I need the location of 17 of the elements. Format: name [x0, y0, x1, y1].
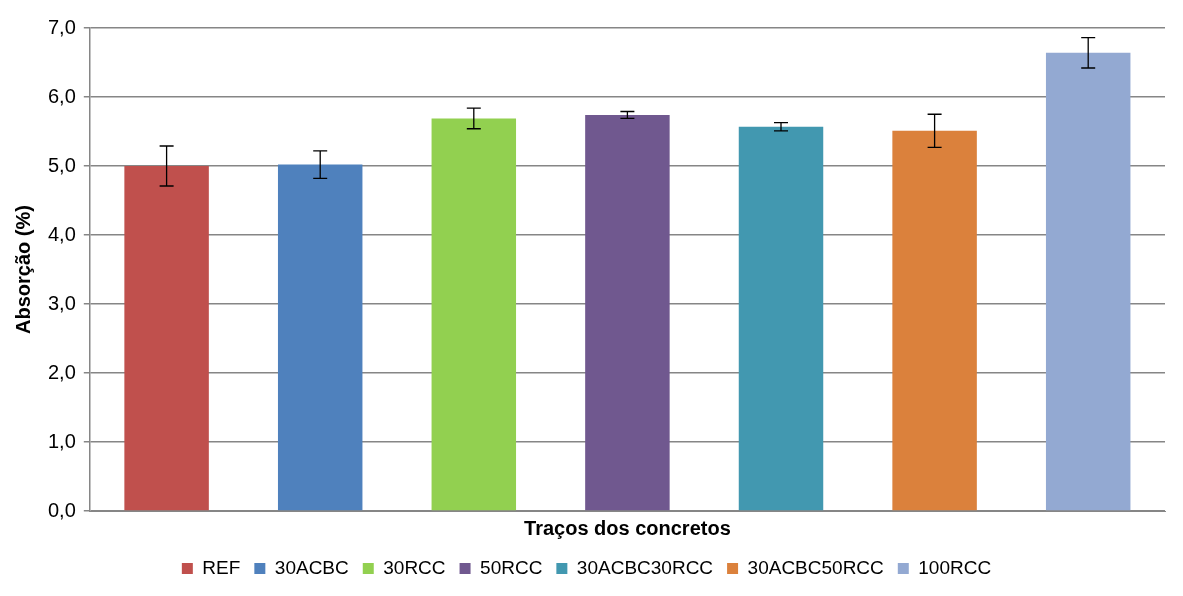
- y-tick-label: 6,0: [47, 84, 76, 107]
- legend-label: 50RCC: [480, 556, 543, 578]
- y-axis-title: Absorção (%): [11, 205, 34, 334]
- y-tick-label: 3,0: [47, 291, 76, 314]
- legend-label: 30ACBC50RCC: [747, 556, 884, 578]
- x-axis-title: Traços dos concretos: [524, 516, 731, 539]
- legend-label: 30RCC: [383, 556, 446, 578]
- legend-label: 30ACBC30RCC: [576, 556, 714, 578]
- legend-label: 30ACBC: [274, 556, 349, 578]
- legend-label: REF: [202, 556, 241, 578]
- y-tick-label: 4,0: [47, 222, 76, 245]
- y-tick-label: 5,0: [47, 153, 76, 176]
- legend-label: 100RCC: [918, 556, 992, 578]
- y-tick-label: 2,0: [47, 360, 76, 383]
- y-tick-label: 0,0: [47, 498, 76, 521]
- y-tick-label: 7,0: [47, 15, 76, 38]
- y-tick-label: 1,0: [47, 429, 76, 452]
